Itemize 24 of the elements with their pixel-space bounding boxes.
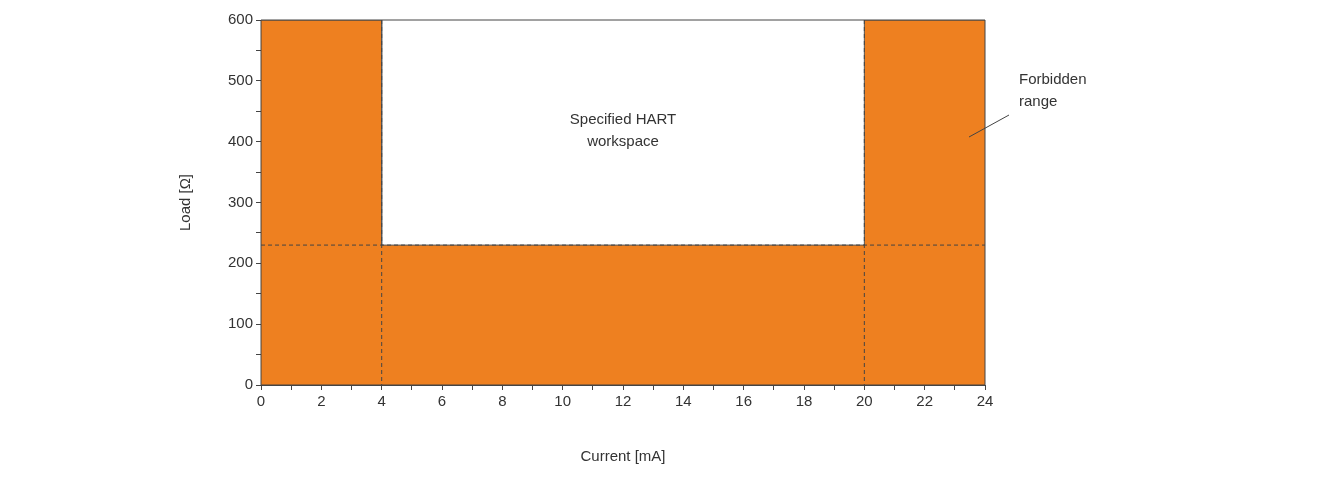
x-tick-label: 16 bbox=[735, 392, 753, 410]
x-tick-label: 0 bbox=[256, 392, 266, 410]
x-axis-title: Current [mA] bbox=[580, 447, 666, 465]
y-tick-label: 400 bbox=[228, 131, 254, 149]
y-tick-label: 100 bbox=[228, 314, 254, 332]
annotation: Specified HART workspace bbox=[569, 109, 677, 149]
x-tick-label: 18 bbox=[795, 392, 813, 410]
x-tick-label: 4 bbox=[377, 392, 386, 410]
x-tick-label: 22 bbox=[916, 392, 934, 410]
y-tick-label: 600 bbox=[228, 10, 254, 28]
x-tick-label: 6 bbox=[437, 392, 447, 410]
x-tick-label: 8 bbox=[498, 392, 507, 410]
x-tick-label: 2 bbox=[317, 392, 326, 410]
x-tick-label: 10 bbox=[554, 392, 572, 410]
y-tick-label: 500 bbox=[228, 70, 254, 88]
y-axis-title: Load [Ω] bbox=[176, 173, 194, 232]
y-tick-label: 300 bbox=[228, 192, 254, 210]
x-tick-label: 24 bbox=[976, 392, 994, 410]
x-tick-label: 14 bbox=[675, 392, 692, 410]
y-tick-label: 0 bbox=[244, 375, 254, 393]
text: Forbidden range bbox=[1019, 69, 1087, 109]
y-tick-label: 200 bbox=[228, 253, 254, 271]
x-tick-label: 20 bbox=[855, 392, 873, 410]
x-tick-label: 12 bbox=[614, 392, 632, 410]
